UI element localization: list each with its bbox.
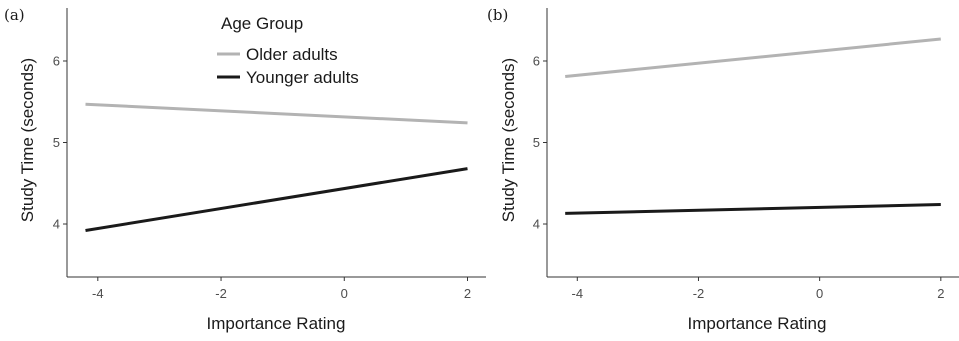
panel-b-plot: 4 5 6 -4 -2 0 2 — [533, 8, 959, 301]
panel-a-series-younger-adults — [85, 167, 468, 232]
panel-b-series-younger-adults — [565, 203, 941, 215]
panel-b: (b) 4 5 6 -4 -2 0 2 Importance Rating Study Ti… — [487, 6, 959, 333]
panel-a-x-tick-label: -2 — [215, 286, 227, 301]
panel-a-label: (a) — [4, 6, 25, 24]
panel-a-x-tick-label: 2 — [464, 286, 471, 301]
panel-a-x-tick-label: -4 — [92, 286, 104, 301]
panel-a: (a) 4 5 6 -4 -2 0 2 Importance Rating Study Ti… — [4, 6, 486, 333]
panel-b-series-older-adults — [565, 37, 941, 78]
panel-a-y-tick-label: 4 — [53, 217, 60, 232]
panel-a-x-axis-title: Importance Rating — [207, 314, 346, 333]
panel-a-series-older-adults — [85, 102, 468, 125]
panel-b-y-tick-label: 5 — [533, 135, 540, 150]
panel-b-x-tick-label: 0 — [816, 286, 823, 301]
panel-a-y-tick-label: 5 — [53, 135, 60, 150]
panel-b-x-tick-label: -2 — [693, 286, 705, 301]
legend: Age Group Older adults Younger adults — [217, 14, 359, 87]
legend-title: Age Group — [221, 14, 303, 33]
panel-b-x-tick-label: -4 — [572, 286, 584, 301]
panel-a-y-tick-label: 6 — [53, 53, 60, 68]
legend-label-younger-adults: Younger adults — [246, 68, 359, 87]
legend-label-older-adults: Older adults — [246, 45, 338, 64]
panel-b-x-tick-label: 2 — [937, 286, 944, 301]
panel-a-plot: 4 5 6 -4 -2 0 2 — [53, 8, 486, 301]
panel-b-y-axis-title: Study Time (seconds) — [499, 58, 518, 222]
panel-b-x-axis-title: Importance Rating — [688, 314, 827, 333]
panel-a-x-tick-label: 0 — [341, 286, 348, 301]
panel-b-label: (b) — [487, 6, 508, 24]
panel-b-y-tick-label: 4 — [533, 217, 540, 232]
panel-b-y-tick-label: 6 — [533, 53, 540, 68]
panel-a-y-axis-title: Study Time (seconds) — [18, 58, 37, 222]
